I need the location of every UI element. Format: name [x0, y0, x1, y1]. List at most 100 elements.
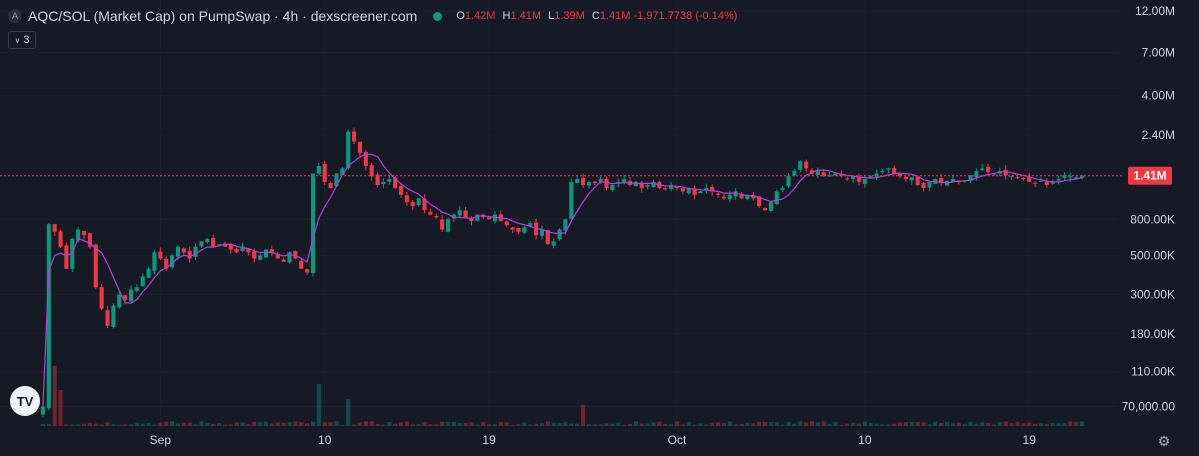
candle-body: [111, 305, 116, 328]
volume-bar: [398, 422, 404, 426]
candle-body: [739, 193, 744, 199]
volume-bar: [933, 421, 938, 426]
candle-body: [610, 184, 615, 191]
candle-body: [892, 168, 897, 174]
y-tick-label: 110.00K: [1131, 365, 1175, 379]
candle-body: [275, 254, 280, 259]
candle-body: [70, 238, 75, 269]
tradingview-logo[interactable]: TV: [10, 386, 40, 416]
volume-bar: [898, 422, 903, 426]
candle-body: [974, 170, 979, 178]
gear-icon[interactable]: ⚙: [1157, 432, 1171, 449]
volume-bar: [927, 424, 932, 426]
volume-bar: [669, 424, 674, 426]
volume-bar: [686, 421, 691, 426]
high-value: 1.41M: [510, 10, 542, 22]
candle-body: [1068, 176, 1073, 178]
volume-bar: [1044, 424, 1049, 426]
indicators-toggle-button[interactable]: ∨ 3: [8, 31, 36, 49]
volume-bar: [1080, 421, 1085, 426]
volume-bar: [575, 423, 580, 426]
candle-body: [440, 219, 445, 230]
volume-bar: [592, 424, 597, 426]
volume-bar: [921, 422, 926, 426]
volume-bar: [962, 424, 967, 426]
volume-bar: [545, 421, 550, 426]
volume-bar: [463, 422, 468, 426]
candle-body: [58, 231, 63, 247]
volume-bar: [610, 423, 615, 426]
volume-bar: [1038, 423, 1044, 426]
candle-body: [240, 246, 245, 252]
candle-body: [1044, 181, 1049, 185]
candle-body: [252, 251, 257, 259]
candle-body: [733, 191, 738, 197]
volume-bar: [387, 421, 392, 426]
volume-bar: [1003, 421, 1008, 426]
volume-bar: [804, 422, 809, 426]
volume-bar: [616, 422, 621, 426]
volume-bar: [716, 422, 721, 426]
candle-body: [874, 173, 879, 177]
candle-body: [821, 172, 826, 177]
candle-body: [463, 210, 468, 218]
low-label: L: [548, 10, 555, 22]
volume-bar: [862, 421, 867, 426]
x-tick-label: 10: [318, 433, 332, 447]
candle-body: [557, 229, 562, 240]
indicator-count: 3: [23, 34, 30, 46]
y-tick-label: 300.00K: [1130, 288, 1175, 302]
volume-bar: [117, 424, 122, 426]
volume-bar: [140, 423, 145, 426]
volume-bar: [352, 424, 357, 426]
volume-bar: [839, 424, 844, 426]
volume-bar: [334, 421, 339, 426]
volume-bar: [627, 423, 633, 426]
ohlc-readout: O1.42M H1.41M L1.39M C1.41M -1,971.7738 …: [456, 10, 741, 22]
volume-bar: [52, 366, 57, 426]
volume-bar: [651, 422, 656, 426]
candle-body: [575, 179, 580, 183]
volume-bar: [175, 423, 181, 426]
candle-body: [234, 249, 239, 253]
x-tick-label: 10: [858, 433, 872, 447]
candle-body: [475, 214, 480, 221]
last-price-label: 1.41M: [1133, 169, 1166, 183]
volume-bar: [657, 421, 662, 426]
candle-body: [152, 252, 157, 271]
volume-bar: [1021, 423, 1026, 426]
close-value: 1.41M -1,971.7738 (-0.14%): [599, 10, 738, 22]
volume-bar: [968, 421, 973, 426]
candle-body: [545, 229, 550, 244]
candle-body: [698, 191, 703, 194]
candle-body: [645, 184, 650, 187]
candle-body: [598, 179, 603, 182]
y-axis: 12.00M 7.00M 4.00M 2.40M 800.00K 500.00K 300.0…: [1122, 4, 1176, 413]
y-tick-label: 4.00M: [1142, 89, 1175, 103]
volume-bar: [522, 422, 527, 426]
volume-bar: [539, 423, 545, 426]
volume-bar: [909, 422, 914, 426]
last-price-badge-bg: [1128, 166, 1172, 185]
volume-bar: [516, 424, 521, 426]
low-value: 1.39M: [554, 10, 585, 22]
volume-bar: [451, 421, 456, 426]
candle-body: [909, 177, 914, 181]
candle-body: [1050, 181, 1055, 184]
volume-bar: [856, 423, 862, 426]
candle-body: [340, 168, 345, 176]
candle-body: [1009, 176, 1014, 178]
volume-bar: [745, 422, 750, 426]
volume-bar: [892, 423, 897, 426]
volume-bar: [997, 421, 1002, 426]
grid: [0, 0, 1199, 428]
volume-bar: [1050, 423, 1055, 426]
candle-body: [40, 406, 45, 415]
volume-bar: [93, 423, 98, 426]
candle-body: [211, 237, 216, 247]
candle-body: [592, 181, 597, 184]
candle-body: [745, 194, 750, 200]
high-label: H: [502, 10, 511, 22]
candle-body: [898, 172, 903, 177]
